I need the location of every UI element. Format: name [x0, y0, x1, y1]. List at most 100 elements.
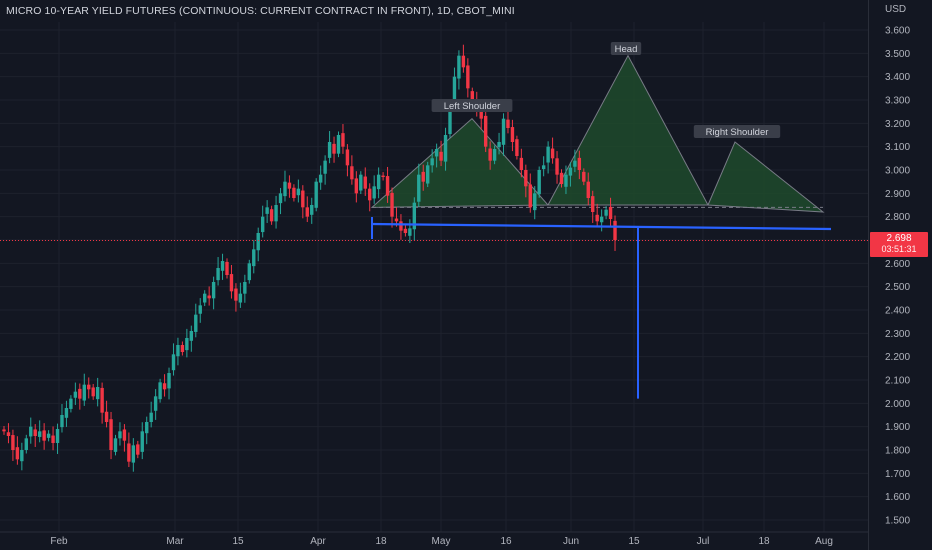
candle-up	[252, 249, 256, 267]
candle-up	[189, 331, 194, 341]
candle-down	[2, 429, 6, 432]
candle-down	[180, 345, 185, 352]
candle-up	[599, 216, 604, 223]
price-axis-currency: USD	[885, 4, 906, 15]
head-and-shoulders-pattern	[370, 54, 825, 213]
head-triangle	[547, 54, 709, 206]
candle-up	[220, 261, 225, 271]
candle-down	[466, 65, 470, 89]
candle-up	[376, 174, 381, 190]
candle-down	[341, 133, 345, 147]
candle-down	[381, 175, 385, 177]
left-shoulder-triangle	[370, 117, 550, 208]
price-tick-label: 3.500	[885, 49, 910, 60]
candle-down	[269, 209, 274, 222]
candle-up	[541, 165, 546, 170]
candle-down	[577, 157, 582, 170]
candle-up	[372, 186, 376, 199]
price-tick-label: 1.700	[885, 469, 910, 480]
candle-down	[555, 158, 559, 175]
price-axis-divider	[868, 0, 869, 550]
candle-up	[131, 445, 136, 463]
candle-up	[265, 207, 269, 214]
candle-down	[91, 387, 95, 397]
candle-down	[363, 176, 367, 189]
candle-up	[492, 149, 497, 161]
candle-up	[113, 438, 118, 452]
candle-down	[390, 192, 394, 217]
candle-down	[136, 444, 140, 455]
time-tick-label: Jul	[697, 536, 710, 547]
price-tick-label: 3.100	[885, 142, 910, 153]
candle-up	[314, 181, 318, 208]
bar-countdown: 03:51:31	[881, 244, 917, 254]
time-tick-label: 18	[758, 536, 770, 547]
candle-down	[225, 261, 229, 275]
price-tick-label: 3.400	[885, 72, 910, 83]
candle-down	[6, 432, 11, 436]
candle-down	[127, 443, 131, 462]
price-axis[interactable]: USD 3.600 3.500 3.400 3.300 3.200 3.100 3.000 2.…	[885, 4, 910, 527]
candle-down	[292, 187, 296, 198]
time-tick-label: Jun	[563, 536, 579, 547]
candle-down	[207, 295, 211, 299]
time-tick-label: 18	[375, 536, 387, 547]
candle-up	[564, 174, 568, 187]
candle-down	[439, 151, 443, 161]
candle-up	[95, 387, 100, 400]
current-price-value: 2.698	[886, 233, 912, 244]
candle-series	[2, 44, 617, 472]
candle-up	[69, 398, 73, 409]
price-tick-label: 1.900	[885, 422, 910, 433]
candle-down	[345, 149, 350, 166]
candle-down	[368, 188, 372, 201]
head-label-bg	[610, 42, 642, 55]
candle-down	[515, 139, 519, 156]
time-tick-label: Feb	[50, 536, 68, 547]
candle-up	[260, 216, 265, 233]
time-tick-label: 15	[232, 536, 244, 547]
candle-down	[332, 143, 336, 154]
right-shoulder-label-bg	[693, 125, 781, 138]
candle-up	[501, 118, 506, 145]
candle-up	[359, 174, 363, 191]
candle-down	[301, 190, 305, 208]
time-tick-label: 16	[500, 536, 512, 547]
candle-up	[448, 104, 452, 135]
candle-up	[82, 384, 86, 401]
price-tick-label: 2.400	[885, 306, 910, 317]
price-tick-label: 1.800	[885, 446, 910, 457]
candle-up	[412, 202, 417, 230]
candle-down	[470, 91, 474, 100]
candle-down	[350, 166, 354, 180]
candle-down	[109, 419, 113, 450]
candle-down	[11, 435, 15, 450]
candle-up	[604, 209, 608, 216]
head-label: Head	[615, 44, 638, 55]
candle-up	[216, 268, 220, 281]
candle-up	[203, 293, 207, 303]
candle-up	[73, 391, 78, 398]
candle-up	[145, 422, 149, 434]
candle-down	[385, 176, 390, 196]
candle-up	[158, 382, 162, 400]
time-axis[interactable]: Feb Mar 15 Apr 18 May 16 Jun 15 Jul 18 Aug	[0, 531, 868, 547]
candle-down	[229, 274, 234, 292]
time-tick-label: Aug	[815, 536, 833, 547]
candle-up	[46, 433, 51, 438]
candle-up	[243, 282, 247, 294]
candle-down	[234, 288, 238, 301]
candle-up	[296, 188, 301, 196]
time-tick-label: May	[432, 536, 451, 547]
candle-up	[194, 314, 198, 332]
candle-up	[60, 415, 64, 428]
candle-up	[167, 373, 171, 389]
candle-down	[42, 430, 46, 441]
candle-up	[171, 354, 176, 371]
price-tick-label: 2.100	[885, 376, 910, 387]
candle-up	[336, 135, 341, 154]
candle-down	[524, 170, 528, 187]
candle-up	[55, 429, 60, 443]
candle-up	[211, 282, 216, 299]
